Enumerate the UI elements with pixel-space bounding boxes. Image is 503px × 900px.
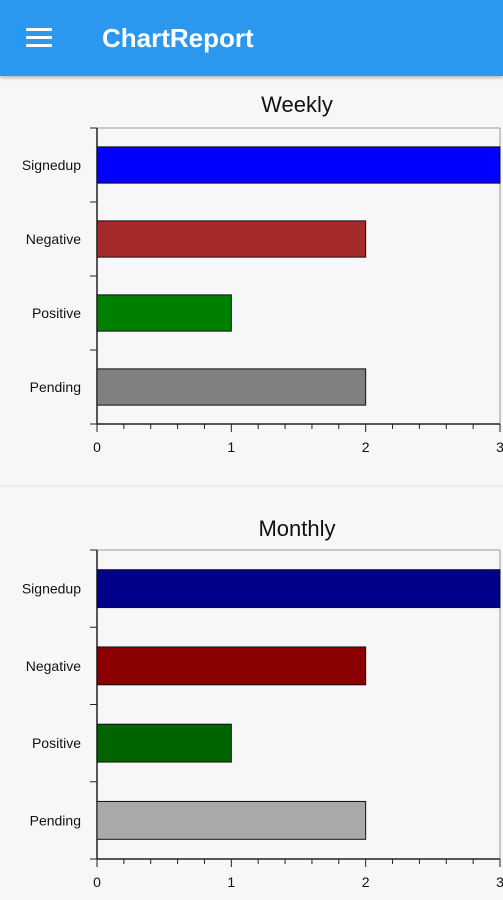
menu-button[interactable]	[12, 16, 56, 60]
x-tick-label: 0	[93, 439, 101, 455]
weekly-chart: Weekly Signedup Negative Positive Pending 0 1…	[22, 92, 503, 455]
category-label: Pending	[30, 812, 81, 828]
monthly-chart: Monthly Signedup Negative Positive Pending 0…	[22, 516, 503, 890]
category-label: Negative	[26, 658, 81, 674]
x-tick-label: 1	[227, 439, 235, 455]
bar-negative	[96, 646, 367, 686]
x-tick-label: 2	[362, 874, 370, 890]
hamburger-menu-icon-line	[26, 44, 52, 47]
x-tick-label: 3	[496, 874, 503, 890]
bar-negative	[96, 220, 367, 258]
bar-pending	[96, 368, 367, 406]
category-label: Negative	[26, 231, 81, 247]
category-label: Positive	[32, 735, 81, 751]
x-tick-label: 1	[227, 874, 235, 890]
category-label: Positive	[32, 305, 81, 321]
chart-divider	[0, 485, 503, 487]
bar-signedup	[96, 146, 501, 184]
chart-title: Monthly	[258, 516, 335, 541]
category-label: Signedup	[22, 581, 81, 597]
bar-pending	[96, 800, 367, 840]
bar-positive	[96, 723, 232, 763]
hamburger-menu-icon	[26, 28, 52, 31]
x-tick-label: 0	[93, 874, 101, 890]
app-title: ChartReport	[102, 23, 254, 53]
chart-title: Weekly	[261, 92, 333, 117]
x-tick-label: 2	[362, 439, 370, 455]
hamburger-menu-icon-line	[26, 36, 52, 39]
app-bar: ChartReport	[0, 0, 503, 76]
category-label: Signedup	[22, 157, 81, 173]
category-label: Pending	[30, 379, 81, 395]
x-tick-label: 3	[496, 439, 503, 455]
bar-positive	[96, 294, 232, 332]
bar-signedup	[96, 569, 501, 609]
